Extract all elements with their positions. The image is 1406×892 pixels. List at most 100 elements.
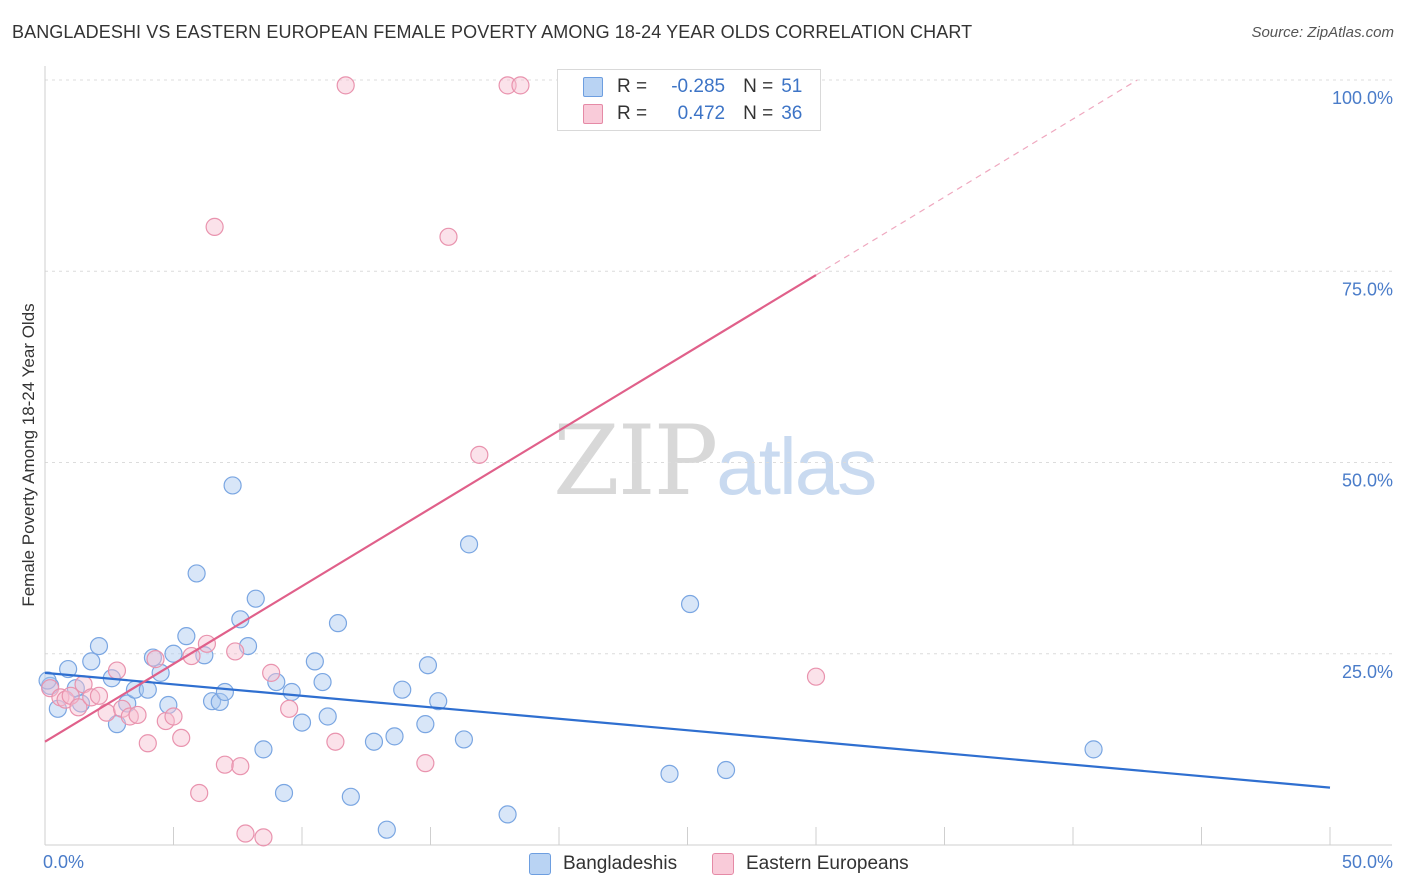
legend-item-bangladeshis[interactable]: Bangladeshis xyxy=(529,853,677,875)
legend-swatch-bangladeshis xyxy=(529,853,551,875)
point-bangladeshi xyxy=(341,787,360,806)
chart-title: BANGLADESHI VS EASTERN EUROPEAN FEMALE P… xyxy=(12,22,973,42)
point-eastern-european xyxy=(97,703,116,722)
point-bangladeshi xyxy=(246,589,265,608)
series-eastern-europeans xyxy=(41,76,826,847)
y-tick-label: 25.0% xyxy=(1342,662,1393,682)
point-bangladeshi xyxy=(215,682,234,702)
point-bangladeshi xyxy=(267,672,286,692)
legend-n-value-pink: 36 xyxy=(781,103,803,124)
point-eastern-european xyxy=(498,76,517,95)
legend-r-label: R = xyxy=(617,103,648,124)
y-tick-labels: 100.0% 75.0% 50.0% 25.0% xyxy=(1332,88,1393,682)
point-bangladeshi xyxy=(195,646,214,665)
trend-extension-eastern-europeans xyxy=(815,79,1138,276)
point-eastern-european xyxy=(470,445,489,464)
legend-n-value-blue: 51 xyxy=(781,76,803,97)
y-tick-label: 75.0% xyxy=(1342,279,1393,299)
point-bangladeshi xyxy=(680,594,700,614)
legend-label-eastern-europeans: Eastern Europeans xyxy=(746,853,909,874)
legend-swatch-pink xyxy=(583,104,603,124)
point-eastern-european xyxy=(182,646,201,666)
point-bangladeshi xyxy=(498,805,517,824)
x-tick-right: 50.0% xyxy=(1341,852,1393,872)
grid-lines xyxy=(45,79,1392,655)
point-eastern-european xyxy=(190,783,209,803)
point-eastern-european xyxy=(226,642,245,661)
point-eastern-european xyxy=(120,707,139,726)
point-eastern-european xyxy=(236,824,255,843)
point-bangladeshi xyxy=(377,820,396,839)
point-bangladeshi xyxy=(429,692,448,711)
point-bangladeshi xyxy=(59,659,78,679)
point-eastern-european xyxy=(336,76,355,95)
legend-item-eastern-europeans[interactable]: Eastern Europeans xyxy=(712,853,909,875)
point-bangladeshi xyxy=(48,699,67,718)
point-bangladeshi xyxy=(716,760,736,780)
point-eastern-european xyxy=(172,728,191,748)
y-tick-label: 100.0% xyxy=(1332,88,1393,108)
point-eastern-european xyxy=(439,227,458,246)
point-eastern-european xyxy=(128,705,147,725)
point-eastern-european xyxy=(138,734,157,753)
point-bangladeshi xyxy=(328,614,348,633)
legend-r-label: R = xyxy=(617,76,648,97)
point-eastern-european xyxy=(262,663,281,682)
point-bangladeshi xyxy=(364,732,384,751)
point-bangladeshi xyxy=(254,740,273,759)
point-bangladeshi xyxy=(313,672,332,692)
point-eastern-european xyxy=(231,757,250,776)
watermark: ZIPatlas xyxy=(553,405,877,517)
point-bangladeshi xyxy=(89,636,109,656)
point-eastern-european xyxy=(69,698,88,717)
trend-line-eastern-europeans xyxy=(44,274,817,743)
point-bangladeshi xyxy=(274,783,294,803)
x-tick-left: 0.0% xyxy=(43,852,85,872)
point-bangladeshi xyxy=(202,692,222,711)
legend-swatch-blue xyxy=(583,77,603,97)
point-bangladeshi xyxy=(82,652,101,671)
point-bangladeshi xyxy=(418,656,438,675)
source-label: Source: ZipAtlas.com xyxy=(1251,24,1394,41)
point-eastern-european xyxy=(326,732,345,751)
point-eastern-european xyxy=(280,699,299,718)
point-eastern-european xyxy=(511,76,530,95)
point-bangladeshi xyxy=(660,764,679,783)
point-bangladeshi xyxy=(223,476,242,495)
point-bangladeshi xyxy=(1084,740,1103,759)
legend-swatch-eastern-europeans xyxy=(712,853,734,875)
point-bangladeshi xyxy=(210,692,229,712)
point-eastern-european xyxy=(254,828,273,847)
point-bangladeshi xyxy=(187,564,206,583)
axes xyxy=(44,66,1392,846)
point-eastern-european xyxy=(82,688,101,707)
point-eastern-european xyxy=(146,650,165,669)
point-eastern-european xyxy=(215,755,234,774)
point-eastern-european xyxy=(806,667,826,686)
point-eastern-european xyxy=(89,686,109,705)
point-eastern-european xyxy=(205,217,224,236)
trend-lines xyxy=(44,79,1331,789)
legend-n-label: N = xyxy=(743,103,774,124)
legend-row-bangladeshis: R = -0.285 N = 51 xyxy=(583,75,802,99)
y-tick-label: 50.0% xyxy=(1342,471,1393,491)
legend-row-eastern-europeans: R = 0.472 N = 36 xyxy=(583,102,802,126)
watermark-atlas: atlas xyxy=(716,422,877,511)
point-eastern-european xyxy=(164,707,183,726)
point-bangladeshi xyxy=(292,713,312,732)
point-eastern-european xyxy=(112,699,132,718)
correlation-legend: R = -0.285 N = 51 R = 0.472 N = 36 xyxy=(557,69,821,131)
point-bangladeshi xyxy=(393,680,412,699)
legend-label-bangladeshis: Bangladeshis xyxy=(563,853,678,874)
point-bangladeshi xyxy=(282,682,301,702)
point-eastern-european xyxy=(41,679,60,698)
point-bangladeshi xyxy=(416,715,435,734)
point-bangladeshi xyxy=(318,707,337,726)
trend-line-bangladeshis xyxy=(44,671,1331,789)
point-eastern-european xyxy=(416,754,435,773)
point-bangladeshi xyxy=(459,535,479,554)
legend-r-value-pink: 0.472 xyxy=(677,103,726,124)
point-bangladeshi xyxy=(164,644,183,663)
point-bangladeshi xyxy=(385,727,404,746)
